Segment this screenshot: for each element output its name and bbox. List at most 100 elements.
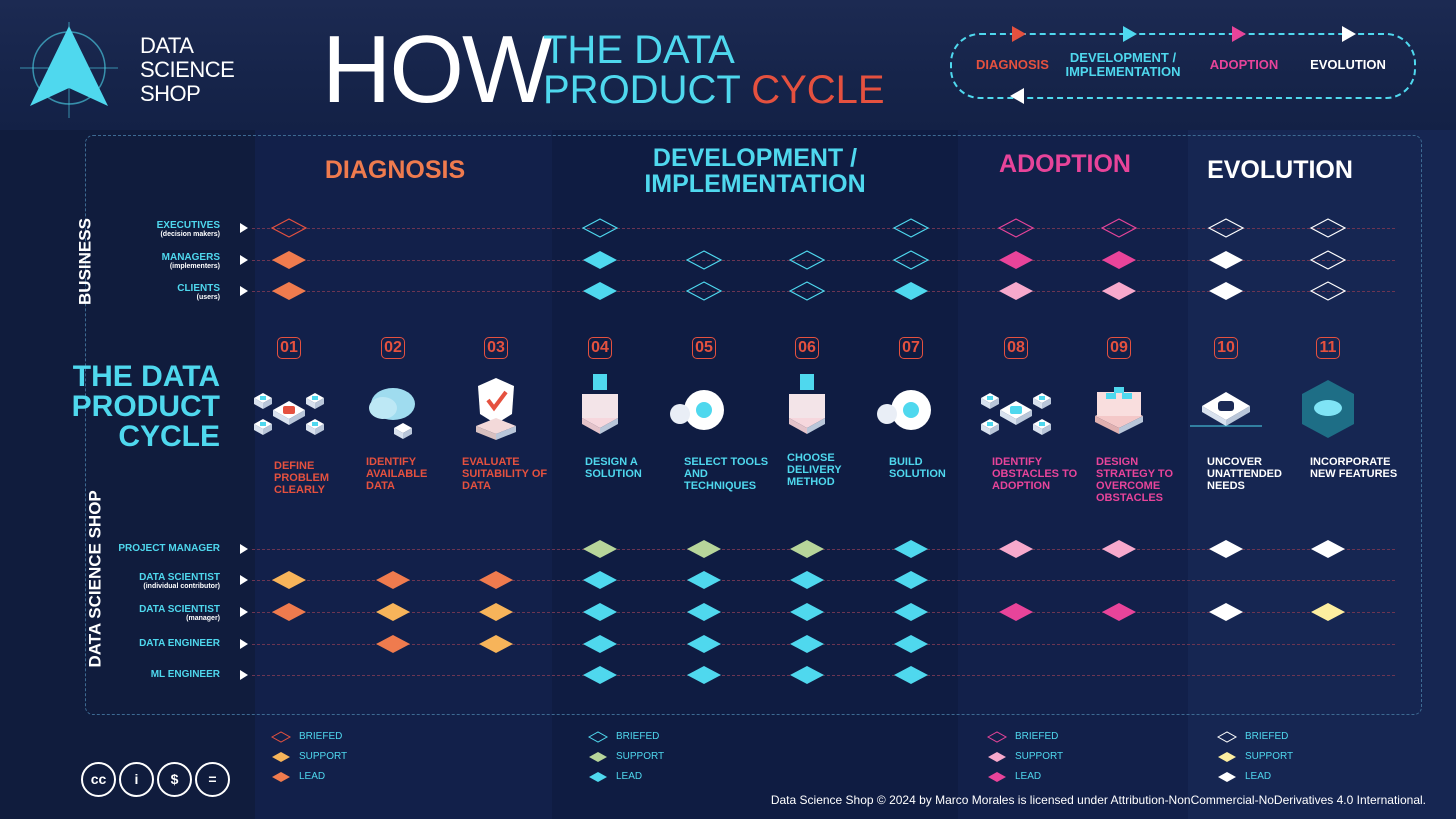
center-title-line3: CYCLE: [118, 420, 220, 453]
row-arrow-icon: [240, 255, 248, 265]
logo-line-3: SHOP: [140, 81, 201, 106]
dss-cell-diamond: [479, 603, 513, 621]
dss-cell-diamond: [1209, 540, 1243, 558]
logo-line-2: SCIENCE: [140, 57, 235, 82]
cycle-label-development: DEVELOPMENT / IMPLEMENTATION: [1065, 50, 1181, 79]
dss-cell-diamond: [583, 666, 617, 684]
obstacle-network-icon: [981, 393, 1051, 435]
by-icon: i: [119, 762, 154, 797]
dss-cell-diamond: [790, 571, 824, 589]
business-cell-diamond: [581, 218, 619, 238]
dss-role-4: ML ENGINEER: [151, 670, 220, 680]
step-label-04: DESIGN A SOLUTION: [585, 456, 642, 480]
business-role-2: CLIENTS (users): [177, 284, 220, 302]
business-role-sub: (users): [196, 294, 220, 301]
row-divider: [252, 228, 1395, 229]
phase-diagnosis: DIAGNOSIS: [324, 156, 466, 184]
cc-icon: cc: [81, 762, 116, 797]
dss-cell-diamond: [479, 635, 513, 653]
step-number-07: 07: [899, 337, 923, 359]
legend-support-label: SUPPORT: [299, 751, 348, 762]
title-sub-cycle: CYCLE: [751, 68, 885, 112]
business-role-name: EXECUTIVES: [156, 220, 220, 231]
business-cell-diamond: [583, 282, 617, 300]
legend-support-label: SUPPORT: [1015, 751, 1064, 762]
dss-role-name: DATA SCIENTIST: [139, 604, 220, 615]
legend-lead-label: LEAD: [616, 771, 643, 782]
dss-cell-diamond: [894, 571, 928, 589]
phase-evolution: EVOLUTION: [1207, 156, 1353, 184]
center-title-line1: THE DATA: [72, 360, 220, 393]
business-cell-diamond: [1100, 218, 1138, 238]
dss-cell-diamond: [376, 571, 410, 589]
footer-license: Data Science Shop © 2024 by Marco Morale…: [770, 793, 1426, 807]
business-cell-diamond: [272, 282, 306, 300]
business-cell-diamond: [583, 251, 617, 269]
dss-cell-diamond: [687, 635, 721, 653]
step-label-11: INCORPORATE NEW FEATURES: [1310, 456, 1398, 480]
legend-swatches: [587, 731, 609, 782]
business-cell-diamond: [892, 218, 930, 238]
strategy-box-icon: [1095, 387, 1143, 434]
business-cell-diamond: [894, 282, 928, 300]
phase-development: DEVELOPMENT / IMPLEMENTATION: [644, 144, 866, 198]
logo-icon: [20, 22, 118, 118]
dss-role-name: PROJECT MANAGER: [118, 543, 220, 554]
legend-briefed-diamond: [270, 731, 292, 743]
row-arrow-icon: [240, 670, 248, 680]
step-number-02: 02: [381, 337, 405, 359]
adoption-column-bg: [958, 130, 1188, 819]
step-label-02: IDENTIFY AVAILABLE DATA: [366, 456, 428, 492]
dss-cell-diamond: [1102, 540, 1136, 558]
title-how: HOW: [322, 16, 553, 123]
legend-lead-diamond: [272, 772, 290, 782]
gear-build-icon: [877, 390, 931, 430]
business-cell-diamond: [685, 281, 723, 301]
cycle-label-evolution: EVOLUTION: [1310, 57, 1386, 72]
dss-role-sub: (manager): [186, 615, 220, 622]
dss-role-1: DATA SCIENTIST (individual contributor): [139, 573, 220, 591]
business-cell-diamond: [999, 282, 1033, 300]
step-number-09: 09: [1107, 337, 1131, 359]
dss-cell-diamond: [583, 571, 617, 589]
center-title-line2: PRODUCT: [71, 390, 220, 423]
header-background: [0, 0, 1456, 130]
evolution-column-bg: [1188, 130, 1456, 819]
legend-support-label: SUPPORT: [1245, 751, 1294, 762]
logo-line-1: DATA: [140, 33, 194, 58]
diagnosis-column-bg: [255, 130, 552, 819]
shield-check-icon: [476, 378, 516, 440]
business-role-name: MANAGERS: [161, 252, 220, 263]
phase-adoption: ADOPTION: [999, 150, 1131, 178]
network-tiles-icon: [254, 393, 324, 435]
dss-cell-diamond: [583, 540, 617, 558]
legend-briefed-diamond: [587, 731, 609, 743]
business-role-1: MANAGERS (implementers): [162, 253, 220, 271]
gears-tools-icon: [670, 390, 724, 430]
business-cell-diamond: [272, 251, 306, 269]
dss-cell-diamond: [687, 571, 721, 589]
hexagon-cloud-icon: [1302, 380, 1354, 438]
dss-cell-diamond: [272, 603, 306, 621]
dss-cell-diamond: [790, 635, 824, 653]
step-label-07: BUILD SOLUTION: [889, 456, 946, 480]
legend-lead-diamond: [988, 772, 1006, 782]
cycle-label-adoption: ADOPTION: [1209, 57, 1279, 72]
business-cell-diamond: [685, 250, 723, 270]
stacked-delivery-icon: [789, 374, 825, 434]
chip-needs-icon: [1190, 392, 1262, 427]
dss-role-name: ML ENGINEER: [150, 669, 220, 680]
row-divider: [252, 549, 1395, 550]
dss-role-0: PROJECT MANAGER: [118, 544, 220, 554]
business-cell-diamond: [270, 218, 308, 238]
cloud-data-icon: [369, 388, 415, 439]
dss-cell-diamond: [479, 571, 513, 589]
title-sub-line1: THE DATA: [543, 28, 735, 72]
step-number-11: 11: [1316, 337, 1340, 359]
dss-cell-diamond: [376, 635, 410, 653]
dss-cell-diamond: [790, 603, 824, 621]
dss-cell-diamond: [1311, 603, 1345, 621]
dss-cell-diamond: [687, 666, 721, 684]
legend-swatches: [270, 731, 292, 782]
